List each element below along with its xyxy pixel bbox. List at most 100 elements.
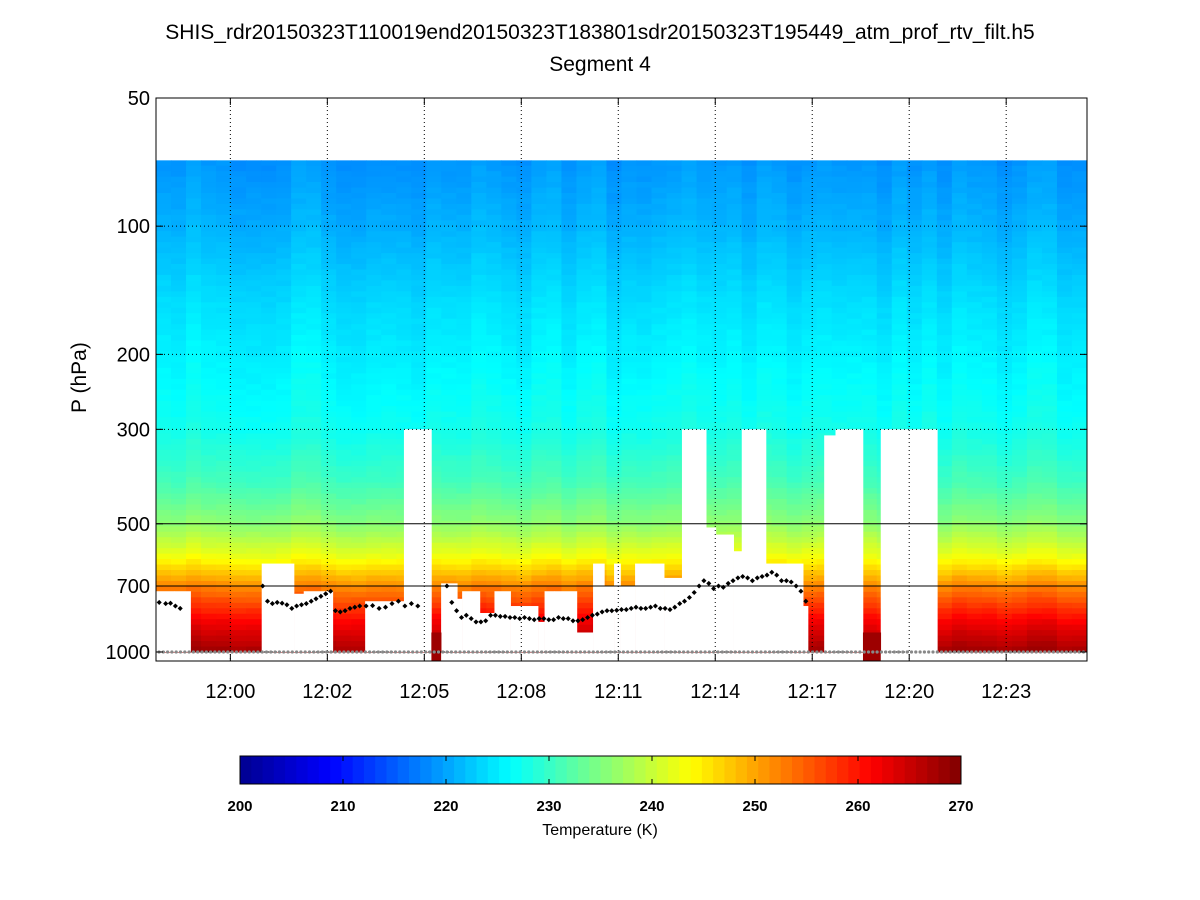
heatmap-cell — [366, 477, 382, 484]
heatmap-cell — [951, 542, 968, 549]
heatmap-cell — [936, 624, 953, 631]
heatmap-cell — [336, 373, 352, 380]
heatmap-cell — [846, 313, 863, 320]
heatmap-cell — [786, 225, 803, 232]
heatmap-cell — [336, 597, 352, 604]
heatmap-cell — [246, 597, 262, 604]
heatmap-cell — [771, 488, 788, 495]
heatmap-cell — [861, 433, 878, 440]
heatmap-cell — [351, 198, 367, 205]
heatmap-cell — [456, 460, 472, 467]
heatmap-cell — [951, 515, 968, 522]
heatmap-cell — [231, 427, 247, 435]
heatmap-cell — [186, 176, 202, 183]
heatmap-cell — [561, 242, 578, 249]
heatmap-cell — [576, 214, 593, 221]
heatmap-cell — [456, 302, 472, 309]
heatmap-cell — [246, 548, 262, 555]
heatmap-cell — [666, 570, 683, 577]
heatmap-cell — [726, 329, 743, 336]
heatmap-cell — [201, 586, 217, 593]
heatmap-cell — [921, 165, 938, 172]
heatmap-cell — [696, 384, 713, 391]
heatmap-cell — [456, 504, 472, 511]
heatmap-cell — [231, 553, 247, 560]
heatmap-cell — [546, 498, 563, 506]
heatmap-cell — [561, 362, 578, 369]
heatmap-cell — [246, 318, 262, 325]
heatmap-cell — [816, 171, 833, 178]
heatmap-cell — [651, 203, 668, 210]
heatmap-cell — [501, 367, 517, 374]
heatmap-cell — [291, 280, 307, 287]
heatmap-cell — [246, 613, 262, 620]
heatmap-cell — [531, 329, 548, 336]
heatmap-cell — [621, 329, 638, 336]
heatmap-cell — [636, 406, 653, 413]
heatmap-cell — [816, 356, 833, 363]
heatmap-cell — [681, 193, 698, 200]
heatmap-cell — [366, 466, 382, 473]
heatmap-cell — [711, 280, 728, 287]
heatmap-cell — [501, 537, 517, 544]
heatmap-cell — [756, 291, 773, 298]
heatmap-cell — [306, 542, 322, 549]
heatmap-cell — [831, 231, 848, 238]
heatmap-cell — [501, 411, 517, 418]
heatmap-cell — [171, 482, 187, 489]
heatmap-cell — [456, 488, 472, 495]
heatmap-cell — [621, 493, 638, 500]
heatmap-cell — [276, 460, 292, 467]
heatmap-cell — [966, 313, 983, 320]
heatmap-cell — [321, 318, 337, 325]
heatmap-cell — [276, 285, 292, 292]
heatmap-cell — [741, 280, 758, 287]
heatmap-cell — [486, 591, 502, 598]
heatmap-cell — [306, 553, 322, 560]
heatmap-cell — [201, 400, 217, 407]
heatmap-cell — [426, 477, 442, 484]
heatmap-cell — [636, 285, 653, 292]
heatmap-cell — [336, 422, 352, 429]
heatmap-cell — [951, 291, 968, 298]
heatmap-cell — [186, 258, 202, 265]
heatmap-cell — [471, 542, 487, 549]
heatmap-cell — [771, 509, 788, 516]
heatmap-cell — [456, 187, 472, 194]
heatmap-cell — [771, 335, 788, 342]
heatmap-cell — [951, 367, 968, 374]
heatmap-cell — [876, 253, 893, 260]
heatmap-cell — [336, 493, 352, 500]
heatmap-cell — [561, 400, 578, 407]
heatmap-cell — [261, 444, 277, 451]
heatmap-cell — [846, 417, 863, 424]
heatmap-cell — [246, 564, 262, 571]
heatmap-cell — [756, 171, 773, 178]
heatmap-cell — [381, 438, 397, 445]
heatmap-cell — [306, 400, 322, 407]
heatmap-cell — [801, 313, 818, 320]
heatmap-cell — [171, 209, 187, 216]
heatmap-cell — [801, 531, 818, 538]
heatmap-cell — [666, 307, 683, 314]
heatmap-cell — [846, 384, 863, 391]
heatmap-cell — [201, 182, 217, 189]
heatmap-cell — [621, 285, 638, 292]
heatmap-cell — [231, 548, 247, 555]
heatmap-cell — [816, 427, 833, 435]
heatmap-cell — [201, 209, 217, 216]
heatmap-cell — [441, 335, 457, 342]
heatmap-cell — [231, 291, 247, 298]
heatmap-cell — [426, 466, 442, 473]
heatmap-cell — [966, 531, 983, 538]
heatmap-cell — [291, 548, 307, 555]
heatmap-cell — [516, 384, 533, 391]
heatmap-cell — [966, 285, 983, 292]
heatmap-cell — [546, 466, 563, 473]
heatmap-cell — [216, 570, 232, 577]
heatmap-cell — [201, 515, 217, 522]
heatmap-cell — [786, 504, 803, 511]
heatmap-cell — [606, 258, 623, 265]
heatmap-cell — [501, 236, 517, 243]
heatmap-cell — [486, 203, 502, 210]
